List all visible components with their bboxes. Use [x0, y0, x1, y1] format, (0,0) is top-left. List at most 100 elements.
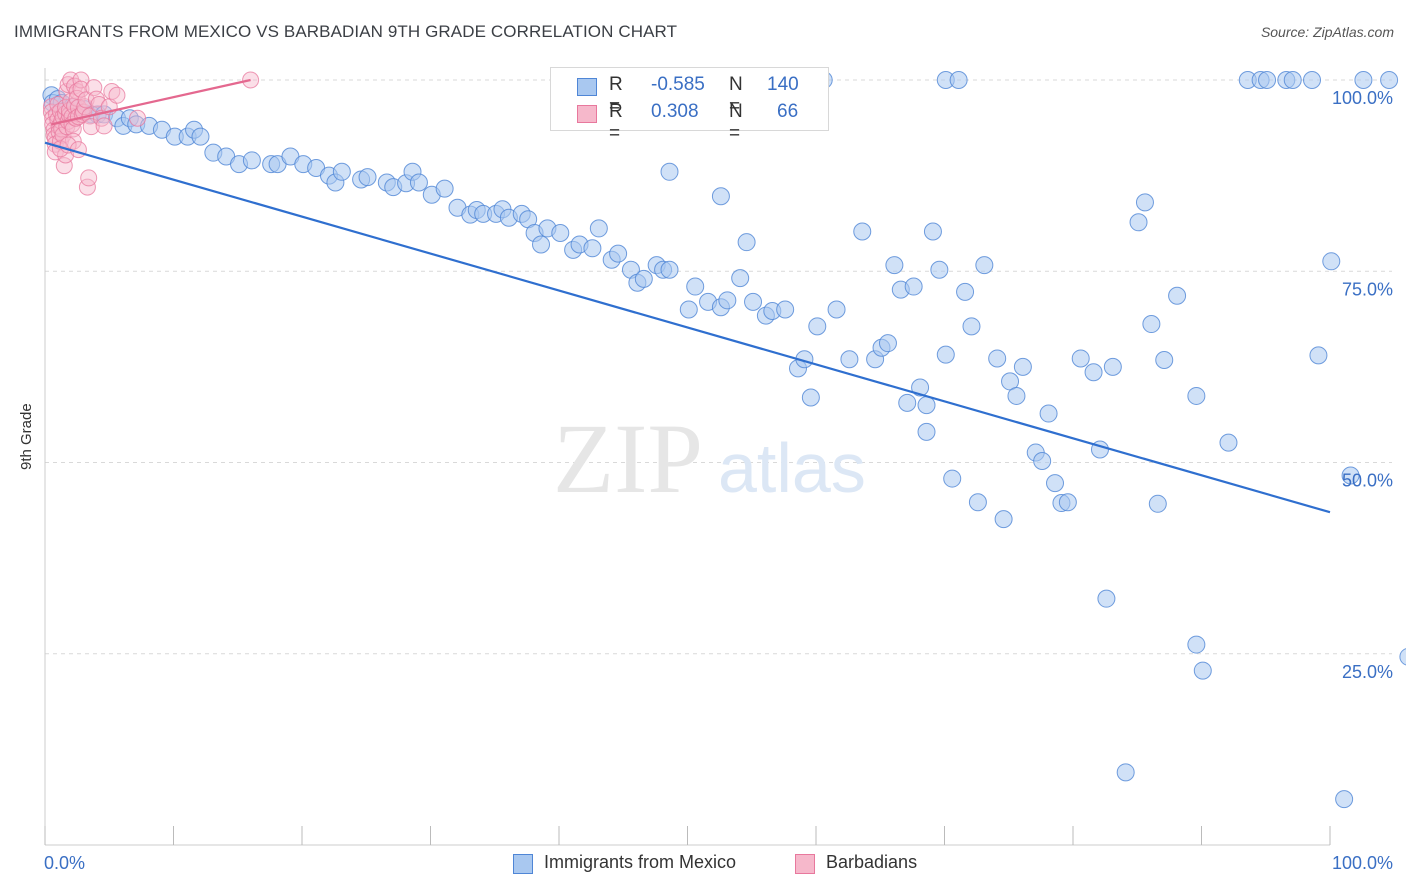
point-mexico: [1058, 493, 1077, 512]
point-mexico: [962, 317, 981, 336]
point-mexico: [1007, 386, 1026, 405]
legend-r-value: 0.308: [651, 101, 699, 122]
point-mexico: [1046, 474, 1065, 493]
y-tick-label: 50.0%: [1342, 471, 1393, 491]
point-mexico: [975, 256, 994, 275]
y-tick-label: 75.0%: [1342, 279, 1393, 299]
point-mexico: [1148, 494, 1167, 513]
point-mexico: [435, 179, 454, 198]
point-mexico: [1071, 349, 1090, 368]
point-mexico: [936, 345, 955, 364]
point-mexico: [853, 222, 872, 241]
point-mexico: [1142, 315, 1161, 334]
point-mexico: [801, 388, 820, 407]
point-mexico: [827, 300, 846, 319]
point-barbadian: [90, 95, 108, 113]
point-mexico: [994, 510, 1013, 529]
point-mexico: [1399, 648, 1406, 666]
point-mexico: [634, 269, 653, 288]
point-mexico: [609, 244, 628, 263]
point-barbadian: [78, 178, 96, 196]
point-barbadian: [129, 109, 147, 127]
point-mexico: [718, 291, 737, 310]
point-barbadian: [80, 169, 98, 187]
point-mexico: [332, 162, 351, 181]
point-mexico: [358, 168, 377, 187]
stats-legend: R = -0.585 N = 140 R = 0.308 N = 66: [550, 67, 829, 144]
point-mexico: [885, 256, 904, 275]
x-tick-label: 100.0%: [1332, 853, 1393, 873]
point-mexico: [1193, 661, 1212, 680]
point-barbadian: [55, 157, 73, 175]
point-mexico: [1187, 386, 1206, 405]
point-mexico: [242, 151, 261, 170]
trendline-barbadian: [51, 78, 251, 126]
point-mexico: [1103, 357, 1122, 376]
point-mexico: [943, 469, 962, 488]
point-barbadian: [108, 86, 126, 104]
bottom-legend-swatch-barbadian: [795, 854, 815, 874]
point-mexico: [191, 127, 210, 146]
point-mexico: [878, 334, 897, 353]
point-barbadian: [72, 71, 90, 89]
point-mexico: [1129, 213, 1148, 232]
bottom-legend-barbadian: Barbadians: [826, 852, 918, 872]
point-barbadian: [95, 117, 113, 135]
point-mexico: [660, 162, 679, 181]
legend-r-label: R =: [609, 101, 623, 144]
point-mexico: [923, 222, 942, 241]
point-mexico: [988, 349, 1007, 368]
watermark-zip: ZIP: [553, 403, 703, 514]
y-axis-label: 9th Grade: [18, 403, 35, 470]
point-mexico: [1309, 346, 1328, 365]
point-barbadian: [72, 80, 90, 98]
point-mexico: [930, 260, 949, 279]
legend-r-value: -0.585: [651, 74, 705, 95]
legend-n-label: N =: [729, 74, 743, 117]
point-mexico: [1219, 433, 1238, 452]
legend-swatch-barbadian: [577, 105, 597, 123]
point-mexico: [1187, 635, 1206, 654]
point-mexico: [949, 71, 968, 89]
point-mexico: [737, 233, 756, 252]
point-mexico: [776, 300, 795, 319]
chart-title: IMMIGRANTS FROM MEXICO VS BARBADIAN 9TH …: [14, 22, 678, 41]
point-mexico: [1135, 193, 1154, 212]
point-mexico: [1033, 451, 1052, 470]
point-mexico: [1322, 252, 1341, 271]
point-mexico: [968, 493, 987, 512]
point-mexico: [532, 235, 551, 254]
point-mexico: [1303, 71, 1322, 89]
point-mexico: [956, 282, 975, 301]
x-tick-label: 0.0%: [44, 853, 85, 873]
point-mexico: [808, 317, 827, 336]
source-label: Source: ZipAtlas.com: [1260, 24, 1394, 40]
point-mexico: [711, 187, 730, 206]
point-mexico: [1380, 71, 1399, 89]
point-mexico: [1341, 466, 1360, 485]
point-mexico: [731, 269, 750, 288]
point-mexico: [1283, 71, 1302, 89]
legend-r-label: R =: [609, 74, 623, 117]
point-mexico: [840, 350, 859, 369]
point-mexico: [409, 173, 428, 192]
point-mexico: [911, 378, 930, 397]
point-barbadian: [59, 76, 77, 94]
watermark-atlas: atlas: [718, 429, 866, 507]
point-mexico: [1097, 589, 1116, 608]
trendline-mexico: [44, 141, 1331, 514]
point-mexico: [551, 224, 570, 242]
legend-n-value: 140: [767, 74, 799, 95]
point-mexico: [1335, 790, 1354, 809]
point-mexico: [1084, 363, 1103, 382]
legend-swatch-mexico: [577, 78, 597, 96]
point-mexico: [1116, 763, 1135, 782]
point-mexico: [1168, 286, 1187, 305]
point-mexico: [917, 396, 936, 415]
bottom-legend-swatch-mexico: [513, 854, 533, 874]
legend-n-value: 66: [777, 101, 799, 122]
point-mexico: [1354, 71, 1373, 89]
point-mexico: [917, 422, 936, 441]
point-mexico: [660, 260, 679, 279]
